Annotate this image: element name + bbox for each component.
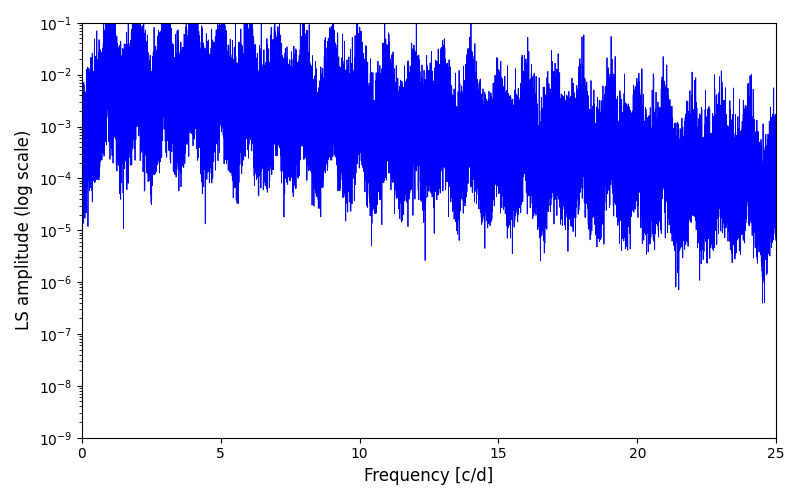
X-axis label: Frequency [c/d]: Frequency [c/d]: [364, 467, 494, 485]
Y-axis label: LS amplitude (log scale): LS amplitude (log scale): [15, 130, 33, 330]
